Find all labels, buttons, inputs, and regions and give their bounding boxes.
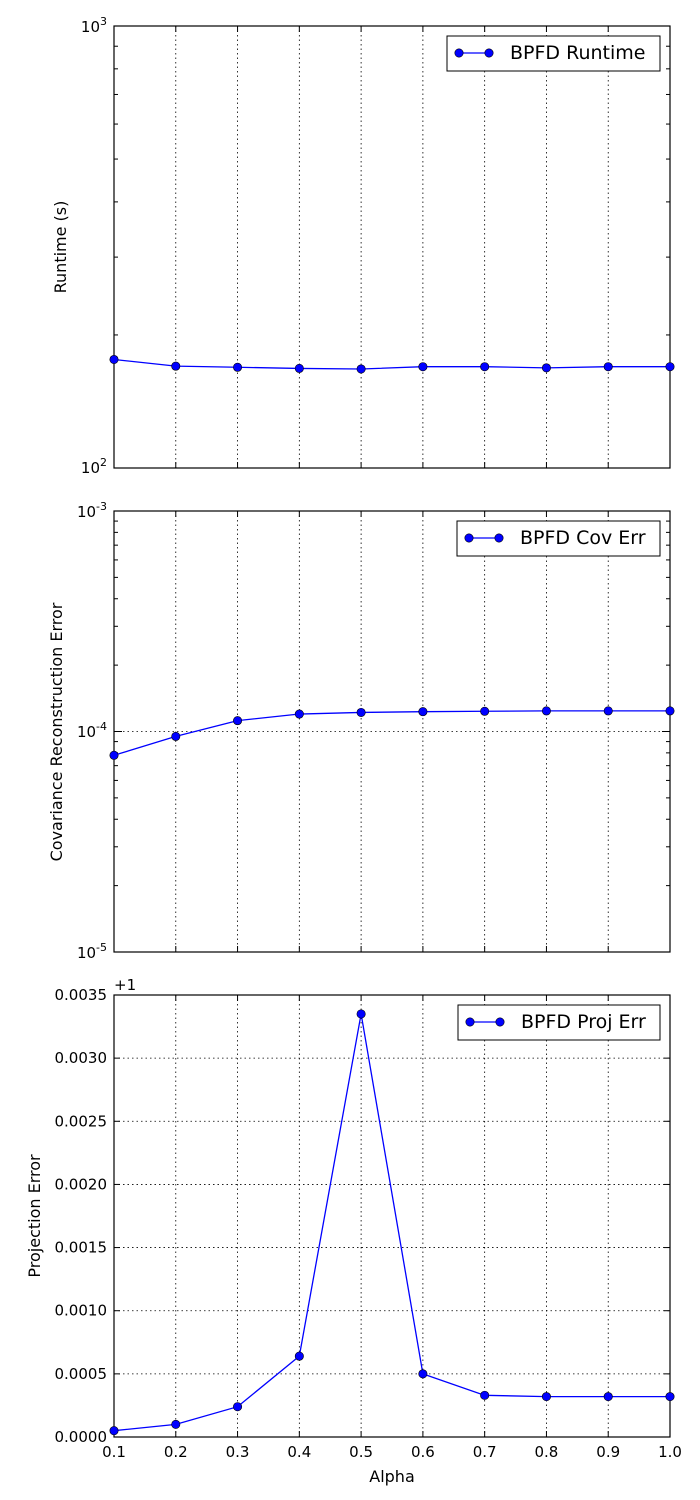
- runtime-data-point: [418, 362, 428, 372]
- cov-err-series: [109, 706, 675, 760]
- cov-err-legend: BPFD Cov Err: [456, 520, 661, 557]
- cov-err-ytick-label-middle: 10-4: [77, 720, 107, 741]
- cov-err-data-point: [480, 706, 490, 716]
- proj-err-xtick-label: 0.5: [349, 1443, 373, 1461]
- proj-err-ytick-label: 0.0030: [55, 1049, 108, 1067]
- proj-err-data-point: [356, 1009, 366, 1019]
- runtime-legend-label: BPFD Runtime: [510, 42, 645, 64]
- runtime-tick-marks: [113, 25, 671, 469]
- cov-err-grid: [114, 511, 670, 952]
- runtime-ytick-label-bottom: 102: [81, 456, 107, 477]
- proj-err-ytick-label: 0.0020: [55, 1175, 108, 1193]
- proj-err-plot-frame: [113, 994, 671, 1438]
- runtime-series: [109, 354, 675, 374]
- proj-err-data-point: [171, 1419, 181, 1429]
- proj-err-xtick-label: 0.8: [535, 1443, 559, 1461]
- proj-err-ytick-label: 0.0015: [55, 1239, 108, 1257]
- cov-err-ytick-label-top: 10-3: [77, 500, 107, 521]
- proj-err-data-point: [109, 1426, 119, 1436]
- proj-err-xtick-label: 1.0: [658, 1443, 682, 1461]
- proj-err-legend-box: [457, 1004, 661, 1041]
- proj-err-data-point: [665, 1392, 675, 1402]
- proj-err-ytick-label: 0.0025: [55, 1112, 108, 1130]
- proj-err-data-point: [294, 1351, 304, 1361]
- runtime-ytick-label-top: 103: [81, 15, 107, 36]
- runtime-data-point: [480, 362, 490, 372]
- cov-err-ylabel: Covariance Reconstruction Error: [47, 602, 66, 861]
- x-axis-label: Alpha: [369, 1467, 415, 1486]
- runtime-data-point: [294, 363, 304, 373]
- cov-err-data-point: [665, 706, 675, 716]
- proj-err-xtick-label: 0.4: [287, 1443, 311, 1461]
- proj-err-xtick-label: 0.9: [596, 1443, 620, 1461]
- proj-err-legend-marker: [465, 1017, 475, 1027]
- cov-err-panel: 10-3 10-4 10-5 Covariance Reconstruction…: [47, 500, 675, 962]
- runtime-legend: BPFD Runtime: [446, 35, 661, 72]
- proj-err-ytick-label: 0.0035: [55, 986, 108, 1004]
- runtime-data-point: [109, 354, 119, 364]
- proj-err-series-line: [113, 1013, 670, 1432]
- runtime-series-line: [113, 358, 670, 370]
- runtime-data-point: [603, 362, 613, 372]
- cov-err-plot-frame: [113, 510, 671, 953]
- runtime-data-point: [541, 363, 551, 373]
- cov-err-legend-marker: [464, 533, 474, 543]
- proj-err-ytick-label: 0.0005: [55, 1365, 108, 1383]
- proj-err-legend: BPFD Proj Err: [457, 1004, 661, 1041]
- cov-err-data-point: [603, 706, 613, 716]
- cov-err-data-point: [356, 707, 366, 717]
- cov-err-data-point: [541, 706, 551, 716]
- cov-err-data-point: [109, 750, 119, 760]
- cov-err-data-point: [294, 709, 304, 719]
- proj-err-data-point: [480, 1390, 490, 1400]
- proj-err-panel: +1 0.00350.00300.00250.00200.00150.00100…: [25, 976, 682, 1486]
- proj-err-offset-label: +1: [114, 976, 136, 994]
- proj-err-legend-marker: [495, 1017, 505, 1027]
- cov-err-data-point: [418, 707, 428, 717]
- cov-err-data-point: [171, 731, 181, 741]
- proj-err-data-point: [541, 1392, 551, 1402]
- proj-err-ylabel: Projection Error: [25, 1154, 44, 1278]
- proj-err-xtick-label: 0.2: [164, 1443, 188, 1461]
- proj-err-ytick-label: 0.0000: [55, 1428, 108, 1446]
- proj-err-xtick-label: 0.1: [102, 1443, 126, 1461]
- proj-err-ytick-label: 0.0010: [55, 1302, 108, 1320]
- runtime-data-point: [171, 361, 181, 371]
- cov-err-legend-label: BPFD Cov Err: [520, 527, 646, 549]
- runtime-legend-marker: [454, 48, 464, 58]
- runtime-panel: 103 102 Runtime (s) BPFD Runtime: [51, 15, 675, 477]
- cov-err-ytick-label-bottom: 10-5: [77, 941, 107, 962]
- proj-err-grid: [114, 995, 670, 1437]
- runtime-legend-marker: [484, 48, 494, 58]
- cov-err-legend-marker: [494, 533, 504, 543]
- runtime-grid: [175, 26, 609, 468]
- runtime-data-point: [233, 362, 243, 372]
- proj-err-data-point: [603, 1392, 613, 1402]
- proj-err-data-point: [418, 1369, 428, 1379]
- proj-err-xtick-label: 0.6: [411, 1443, 435, 1461]
- proj-err-xtick-labels: 0.1 0.2 0.3 0.4 0.5 0.6 0.7 0.8 0.9 1.0: [102, 1443, 682, 1461]
- proj-err-xtick-label: 0.7: [473, 1443, 497, 1461]
- proj-err-legend-label: BPFD Proj Err: [521, 1011, 646, 1033]
- proj-err-ytick-labels: 0.0035 0.0030 0.0025 0.0020 0.0015 0.0010 0.00…: [55, 986, 108, 1446]
- proj-err-series: [109, 1009, 675, 1436]
- cov-err-data-point: [233, 716, 243, 726]
- cov-err-series-line: [113, 710, 670, 756]
- proj-err-data-point: [233, 1402, 243, 1412]
- runtime-plot-frame: [113, 25, 671, 469]
- runtime-ylabel: Runtime (s): [51, 201, 70, 294]
- proj-err-xtick-label: 0.3: [226, 1443, 250, 1461]
- runtime-data-point: [356, 364, 366, 374]
- runtime-data-point: [665, 362, 675, 372]
- proj-err-tick-marks: [113, 994, 671, 1438]
